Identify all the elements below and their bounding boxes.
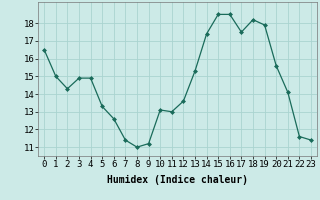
X-axis label: Humidex (Indice chaleur): Humidex (Indice chaleur)	[107, 175, 248, 185]
